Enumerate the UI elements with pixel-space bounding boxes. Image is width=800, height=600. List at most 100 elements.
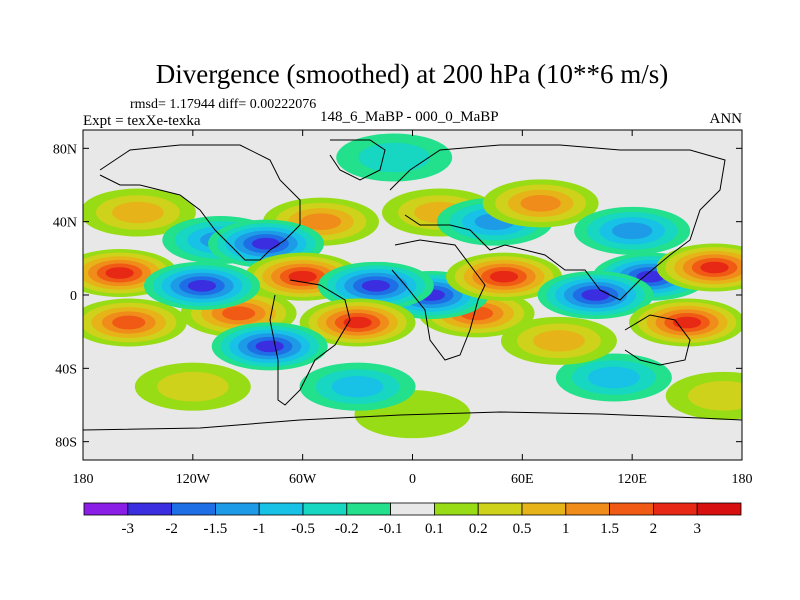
colorbar-label: -0.2: [335, 521, 359, 537]
colorbar-label: 1: [562, 521, 570, 537]
field-contour-band: [105, 267, 134, 279]
colorbar-swatch: [171, 502, 216, 516]
colorbar-swatch: [302, 502, 348, 516]
colorbar-swatch: [696, 502, 742, 516]
y-tick-label: 0: [70, 289, 77, 304]
x-tick-label: 0: [409, 472, 416, 487]
colorbar-label: -0.1: [379, 521, 403, 537]
colorbar-swatch: [214, 502, 260, 516]
x-tick-label: 180: [732, 472, 753, 487]
field-contour-band: [255, 340, 284, 353]
coastline-australia: [624, 314, 691, 366]
colorbar-label: 3: [693, 521, 701, 537]
period-label: ANN: [710, 111, 743, 127]
field-contour-band: [343, 316, 372, 329]
coastline-eurasia: [389, 144, 726, 301]
expt-label: Expt = texXe-texka: [83, 113, 201, 129]
field-contour-band: [361, 280, 390, 292]
colorbar-swatch: [653, 502, 698, 516]
field-contour-band: [611, 222, 653, 240]
field-contour-band: [588, 366, 640, 389]
y-axis: 80N 40N 0 40S 80S: [53, 142, 742, 451]
field-contour-band: [489, 270, 519, 283]
colorbar-swatch: [609, 502, 654, 516]
colorbar-label: -2: [165, 521, 178, 537]
y-tick-label: 80S: [55, 436, 77, 451]
y-tick-label: 80N: [53, 142, 77, 157]
field-feature: [211, 322, 328, 371]
y-tick-label: 40S: [55, 362, 77, 377]
field-contour-band: [700, 261, 729, 274]
x-tick-label: 60E: [511, 472, 534, 487]
field-contour-band: [112, 315, 146, 330]
x-tick-label: 120W: [176, 472, 211, 487]
colorbar-label: 0.5: [513, 521, 532, 537]
x-axis: 180 120W 60W 0 60E 120E 180: [73, 130, 753, 487]
field-feature: [555, 353, 672, 402]
coastline-south-america: [269, 279, 351, 406]
colorbar-swatch: [433, 502, 479, 516]
colorbar-swatch: [565, 502, 610, 516]
colorbar-swatch: [390, 502, 435, 516]
field-feature: [143, 261, 260, 310]
colorbar-label: -1: [253, 521, 266, 537]
colorbar-label: 1.5: [600, 521, 619, 537]
field-contour-band: [251, 237, 281, 250]
field-feature: [574, 206, 691, 255]
field-feature: [665, 371, 742, 420]
colorbar-swatch: [477, 502, 523, 516]
divergence-field: [83, 130, 742, 460]
case-label: 148_6_MaBP - 000_0_MaBP: [320, 109, 499, 125]
colorbar-label: -3: [122, 521, 135, 537]
field-feature: [83, 249, 178, 297]
coastline-antarctica: [83, 411, 742, 431]
field-contour-band: [533, 330, 585, 352]
colorbar-label: -1.5: [204, 521, 228, 537]
colorbar-legend: -3 -2 -1.5 -1 -0.5 -0.2 -0.1 0.1 0.2 0.5 1 1.5 2 3: [83, 502, 742, 537]
field-contour-band: [331, 375, 384, 398]
colorbar-swatch: [521, 502, 567, 516]
field-contour-band: [520, 195, 561, 212]
field-feature: [83, 298, 187, 347]
field-feature: [500, 316, 617, 365]
coastline-africa: [391, 239, 486, 361]
field-feature: [83, 188, 196, 237]
chart-title: Divergence (smoothed) at 200 hPa (10**6 …: [156, 59, 668, 89]
field-feature: [299, 362, 416, 411]
field-contour-band: [672, 316, 702, 329]
field-feature: [134, 362, 251, 411]
field-feature: [482, 179, 599, 228]
field-contour-band: [358, 142, 430, 173]
colorbar-label: -0.5: [291, 521, 315, 537]
coastline-greenland: [329, 139, 386, 181]
colorbar-swatch: [346, 502, 391, 516]
x-tick-label: 180: [73, 472, 94, 487]
field-feature: [317, 261, 434, 310]
field-feature: [299, 298, 416, 347]
stats-label: rmsd= 1.17944 diff= 0.00222076: [130, 97, 316, 112]
field-feature: [336, 133, 453, 182]
field-contour-band: [187, 280, 217, 292]
y-tick-label: 40N: [53, 216, 77, 231]
coastline-overlay: [83, 139, 742, 431]
field-contour-band: [581, 289, 610, 301]
field-contour-band: [636, 270, 665, 283]
field-contour-band: [112, 201, 164, 224]
field-feature: [537, 271, 654, 319]
field-feature: [629, 298, 742, 347]
field-feature: [446, 252, 563, 301]
colorbar-swatch: [83, 502, 129, 516]
field-contour-band: [688, 381, 742, 411]
colorbar-swatch: [258, 502, 304, 516]
x-tick-label: 60W: [289, 472, 317, 487]
coastline-north-america: [99, 144, 301, 261]
field-contour-band: [221, 306, 256, 321]
colorbar-label: 2: [650, 521, 658, 537]
field-feature: [656, 243, 742, 292]
colorbar-label: 0.2: [469, 521, 488, 537]
field-contour-band: [157, 371, 229, 402]
colorbar-swatch: [127, 502, 173, 516]
field-contour-band: [300, 213, 342, 230]
x-tick-label: 120E: [617, 472, 647, 487]
